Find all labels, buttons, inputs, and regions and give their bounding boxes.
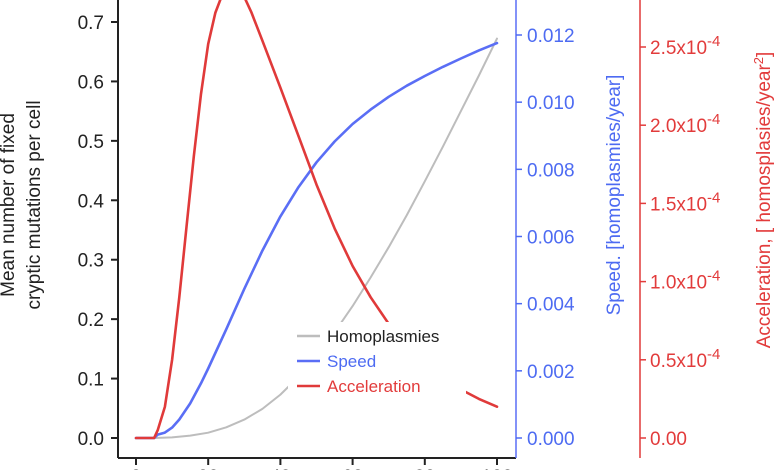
acceleration-tick-label-3: 1.5x10-4 bbox=[650, 189, 720, 215]
acceleration-tick-label-4: 2.0x10-4 bbox=[650, 111, 720, 137]
speed-axis-title: Speed. [homoplasmies/year] bbox=[604, 75, 625, 316]
speed-tick-label-0.006: 0.006 bbox=[527, 228, 575, 249]
x-tick-label-20: 20 bbox=[198, 467, 219, 470]
speed-tick-label-0.010: 0.010 bbox=[527, 93, 575, 114]
left-tick-label-0.7: 0.7 bbox=[78, 13, 104, 34]
x-tick-label-100: 100 bbox=[481, 467, 513, 470]
acceleration-axis-title-suffix: ] bbox=[754, 52, 775, 57]
legend-label-speed: Speed bbox=[327, 352, 376, 371]
legend-box bbox=[288, 322, 466, 422]
legend: Homoplasmies Speed Acceleration bbox=[288, 322, 466, 422]
left-tick-label-0.3: 0.3 bbox=[78, 251, 104, 272]
legend-label-acceleration: Acceleration bbox=[327, 377, 421, 396]
x-tick-label-40: 40 bbox=[270, 467, 291, 470]
speed-tick-label-0.004: 0.004 bbox=[527, 295, 575, 316]
left-tick-label-0.5: 0.5 bbox=[78, 132, 104, 153]
tick-marks bbox=[111, 21, 646, 465]
tick-labels: 0 20 40 60 80 100 0.0 0.1 0.2 0.3 0.4 0.5 0.6 0.7 0.00… bbox=[78, 13, 721, 470]
speed-tick-label-0.000: 0.000 bbox=[527, 429, 575, 450]
axes bbox=[117, 0, 641, 459]
left-tick-label-0.2: 0.2 bbox=[78, 310, 104, 331]
series-line-speed bbox=[134, 41, 499, 440]
acceleration-tick-label-1: 0.5x10-4 bbox=[650, 346, 720, 372]
acceleration-tick-label-5: 2.5x10-4 bbox=[650, 33, 720, 59]
acceleration-axis-title-main: Acceleration, [ homosplasies/year bbox=[754, 64, 775, 349]
legend-entry-acceleration: Acceleration bbox=[297, 377, 421, 396]
left-tick-label-0.4: 0.4 bbox=[78, 191, 105, 212]
speed-tick-label-0.008: 0.008 bbox=[527, 160, 575, 181]
left-tick-label-0.1: 0.1 bbox=[78, 370, 104, 391]
acceleration-tick-label-2: 1.0x10-4 bbox=[650, 268, 720, 294]
acceleration-tick-label-0: 0.00 bbox=[650, 429, 687, 450]
speed-tick-label-0.002: 0.002 bbox=[527, 362, 575, 383]
legend-entry-speed: Speed bbox=[297, 352, 376, 371]
x-tick-label-80: 80 bbox=[414, 467, 435, 470]
left-tick-label-0.6: 0.6 bbox=[78, 72, 104, 93]
legend-label-homoplasmies: Homoplasmies bbox=[327, 327, 439, 346]
legend-entry-homoplasmies: Homoplasmies bbox=[297, 327, 439, 346]
speed-tick-label-0.012: 0.012 bbox=[527, 26, 575, 47]
left-tick-label-0.0: 0.0 bbox=[78, 429, 104, 450]
acceleration-axis-title: Acceleration, [ homosplasies/year2] bbox=[751, 52, 775, 349]
acceleration-axis-title-superscript: 2 bbox=[751, 57, 766, 64]
x-tick-label-0: 0 bbox=[131, 467, 142, 470]
left-axis-title-line2: cryptic mutations per cell bbox=[24, 100, 45, 309]
x-tick-label-60: 60 bbox=[342, 467, 363, 470]
left-axis-title-line1: Mean number of fixed bbox=[0, 113, 19, 297]
